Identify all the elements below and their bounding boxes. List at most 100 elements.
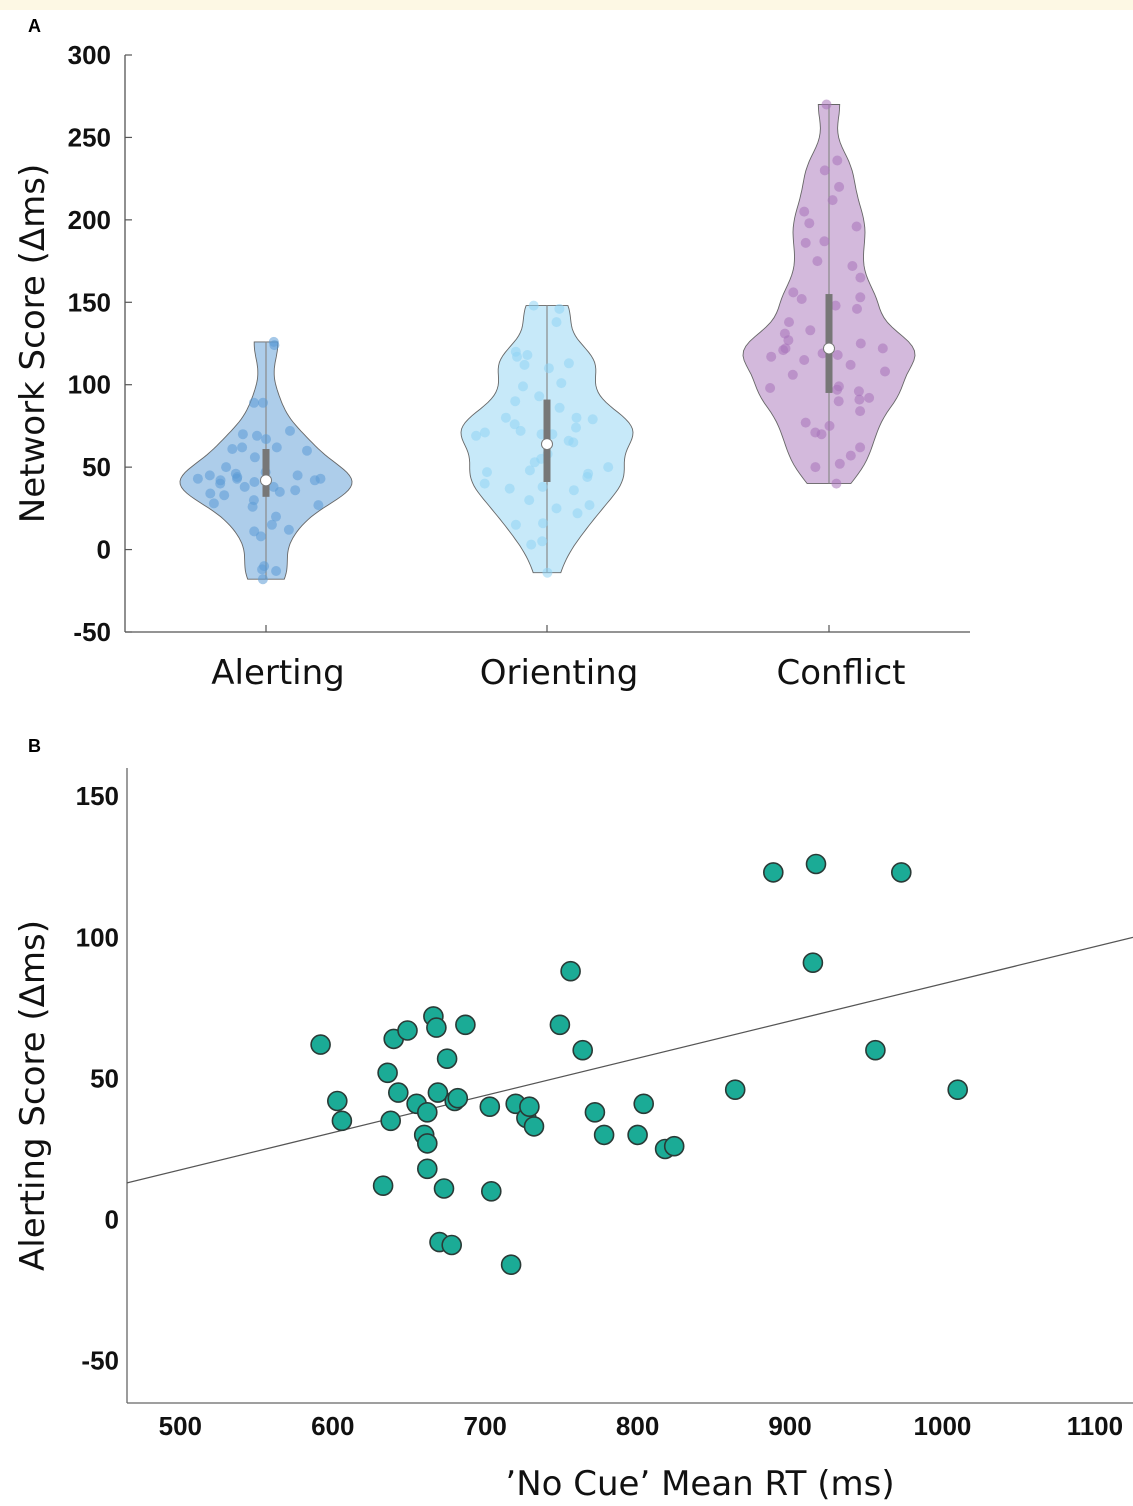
scatter-data-point [455, 1014, 476, 1036]
violin-data-point [877, 343, 888, 354]
violin-data-point [851, 221, 862, 232]
y-tick-label: 50 [82, 452, 111, 482]
scatter-data-point [627, 1124, 648, 1146]
scatter-data-point [436, 1048, 458, 1070]
violin-data-point [554, 402, 565, 413]
scatter-data-point [372, 1175, 394, 1197]
violin-data-point [219, 490, 230, 501]
violin-data-point [824, 420, 835, 431]
violin-data-point [819, 236, 830, 247]
violin-data-point [551, 317, 562, 328]
violin-data-point [542, 567, 553, 578]
scatter-data-point [433, 1178, 455, 1199]
violin-data-point [471, 430, 482, 441]
scatter-data-point [416, 1158, 438, 1180]
panel-a-letter: A [28, 16, 41, 36]
violin-data-point [543, 363, 554, 374]
violin-data-point [283, 524, 294, 535]
violin-data-point [799, 206, 810, 217]
scatter-data-point [326, 1090, 348, 1112]
violin-data-point [563, 358, 574, 369]
panel-b-letter: B [28, 736, 41, 756]
violin-data-point [518, 381, 528, 392]
violin-data-point [205, 488, 216, 499]
violin-data-point [832, 155, 843, 166]
scatter-data-point [865, 1039, 886, 1061]
violin-data-point [237, 442, 248, 453]
violin-data-point [833, 396, 844, 407]
violin-data-point [232, 473, 242, 484]
violin-data-point [831, 478, 842, 489]
violin-data-point [766, 351, 777, 362]
violin-data-point [812, 256, 823, 267]
violin-data-point [509, 419, 520, 430]
x-tick-label: 900 [768, 1411, 811, 1441]
violin-data-point [855, 338, 866, 349]
violin-data-point [778, 345, 789, 356]
scatter-data-point [572, 1039, 594, 1061]
scatter-data-point [593, 1124, 615, 1146]
violin-data-point [528, 300, 539, 311]
violin-data-point [819, 165, 830, 176]
violin-data-point [805, 325, 816, 336]
violin-data-point [239, 481, 250, 492]
violin-data-point [571, 422, 581, 433]
violin-data-point [266, 519, 277, 530]
scatter-data-point [802, 952, 824, 973]
scatter-data-point [500, 1254, 522, 1276]
violin-data-point [227, 444, 238, 454]
violin-data-point [529, 457, 540, 468]
y-tick-label: -50 [81, 1346, 119, 1376]
category-label: Orienting [480, 653, 639, 693]
violin-data-point [582, 472, 593, 482]
violin-data-point [880, 366, 890, 377]
violin-data-point [788, 287, 799, 298]
violin-data-point [864, 392, 875, 403]
violin-data-point [519, 359, 530, 370]
violin-data-point [258, 397, 268, 408]
violin-plot-area: 300 250 200 150 100 50 0 -50 Alerting Orienting Co… [13, 40, 970, 693]
violin-data-point [500, 412, 511, 423]
scatter-data-point [377, 1062, 398, 1084]
violin-data-point [845, 450, 856, 461]
violin-data-point [534, 391, 545, 402]
scatter-data-point [416, 1101, 438, 1123]
violin-data-point [215, 478, 226, 489]
scatter-data-point [549, 1014, 571, 1036]
violin-median-marker [823, 342, 835, 355]
y-axis-title: Network Score (Δms) [13, 164, 53, 523]
violin-data-point [302, 445, 312, 456]
violin-median-marker [541, 438, 553, 451]
scatter-data-point [387, 1082, 409, 1103]
scatter-data-point [890, 862, 912, 883]
violin-data-point [192, 473, 203, 484]
scatter-data-point [560, 960, 581, 982]
violin-data-point [834, 181, 845, 192]
violin-data-point [854, 394, 865, 405]
violin-data-point [571, 412, 582, 423]
y-tick-label: 150 [68, 287, 111, 317]
violin-chart: 300 250 200 150 100 50 0 -50 Alerting Orienting Co… [13, 40, 970, 693]
violin-data-point [830, 300, 841, 311]
violin-data-point [568, 437, 579, 448]
violin-median-marker [260, 474, 272, 487]
violin-data-point [249, 477, 260, 487]
x-tick-label: 800 [616, 1411, 659, 1441]
violin-data-point [271, 442, 282, 453]
y-tick-label: 300 [68, 40, 111, 70]
y-tick-label: 150 [76, 781, 119, 811]
violin-data-point [554, 303, 565, 314]
scatter-data-point [663, 1135, 685, 1157]
violin-data-point [537, 536, 548, 547]
violin-data-point [526, 539, 537, 550]
violin-data-point [261, 434, 271, 445]
scatter-data-point [479, 1096, 501, 1118]
y-tick-label: 0 [97, 535, 111, 565]
scatter-data-point [633, 1093, 655, 1115]
violin-data-point [855, 292, 866, 303]
scatter-data-point [523, 1116, 545, 1137]
violin-data-point [603, 462, 614, 473]
top-band [0, 0, 1133, 10]
violin-data-point [290, 485, 301, 496]
scatter-data-point [947, 1079, 969, 1101]
